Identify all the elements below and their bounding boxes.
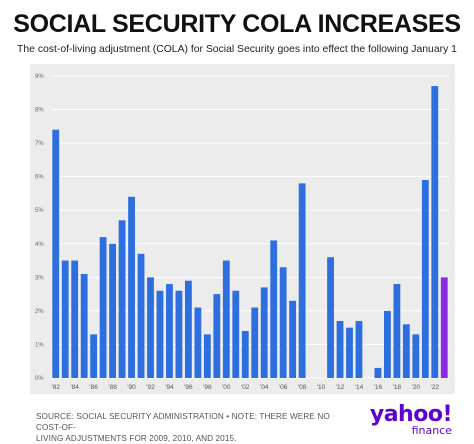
bar-2002	[241, 331, 249, 378]
chart-subtitle: The cost-of-living adjustment (COLA) for…	[17, 44, 457, 55]
bar-1988	[109, 243, 116, 378]
x-tick-label: '14	[355, 384, 364, 391]
bar-1989	[118, 220, 126, 378]
logo-sub: finance	[411, 424, 452, 437]
yahoo-finance-logo: yahoo! finance	[369, 402, 453, 437]
logo-brand: yahoo!	[369, 402, 453, 427]
bar-2006	[279, 267, 287, 378]
x-tick-label: '06	[279, 384, 288, 391]
x-tick-label: '92	[146, 384, 155, 391]
y-tick-label: 4%	[35, 242, 44, 248]
bar-1983	[61, 260, 69, 378]
x-tick-label: '20	[412, 384, 421, 391]
x-tick-label: '22	[431, 384, 440, 391]
bar-1994	[166, 284, 173, 378]
bar-chart: 0% 1% 2% 3% 4% 5% 6% 7% 8% 9% '82 '84 '86 '88 '90 '92 '9…	[35, 74, 449, 391]
source-note: SOURCE: SOCIAL SECURITY ADMINISTRATION •…	[36, 411, 336, 444]
bar-2012	[336, 320, 344, 378]
bar-1999	[213, 294, 221, 378]
y-tick-label: 0%	[35, 376, 44, 382]
bar-1985	[80, 273, 88, 378]
bar-2005	[270, 240, 278, 378]
bar-1986	[90, 334, 98, 378]
bar-2021	[421, 180, 429, 378]
x-tick-label: '00	[222, 384, 231, 391]
bar-1997	[194, 307, 202, 378]
bar-2016	[374, 367, 382, 378]
bar-2018	[393, 284, 401, 378]
bar-2022	[431, 86, 439, 378]
bar-1993	[156, 290, 164, 378]
bar-1996	[184, 280, 192, 378]
bar-1990	[128, 196, 135, 378]
bar-2017	[383, 310, 391, 378]
bar-1998	[203, 334, 211, 378]
bar-2007	[289, 300, 297, 378]
bar-2000	[222, 260, 230, 378]
x-tick-label: '86	[89, 384, 98, 391]
x-tick-label: '02	[241, 384, 250, 391]
x-tick-label: '18	[393, 384, 402, 391]
y-tick-label: 5%	[35, 208, 44, 214]
y-tick-label: 3%	[35, 275, 44, 281]
x-tick-label: '84	[70, 384, 79, 391]
x-tick-label: '90	[127, 384, 136, 391]
bar-1982	[52, 129, 60, 378]
x-tick-label: '94	[165, 384, 174, 391]
source-note-line-1: SOURCE: SOCIAL SECURITY ADMINISTRATION •…	[36, 412, 330, 432]
x-tick-label: '10	[317, 384, 326, 391]
bar-1991	[137, 253, 145, 378]
y-tick-label: 8%	[35, 108, 44, 114]
bar-1995	[175, 290, 183, 378]
y-tick-label: 9%	[35, 74, 44, 80]
bar-2004	[260, 287, 268, 378]
y-tick-label: 6%	[35, 175, 44, 181]
x-tick-label: '98	[203, 384, 212, 391]
x-tick-label: '12	[336, 384, 345, 391]
bar-2014	[355, 320, 363, 378]
x-tick-label: '82	[51, 384, 60, 391]
bar-2019	[402, 324, 410, 378]
x-tick-label: '88	[108, 384, 117, 391]
bar-1992	[147, 277, 154, 378]
bar-2011	[327, 257, 334, 378]
bar-2008	[298, 183, 306, 378]
x-tick-label: '08	[298, 384, 307, 391]
bar-1987	[99, 237, 107, 378]
x-tick-label: '16	[374, 384, 383, 391]
bar-2001	[232, 290, 240, 378]
bar-1984	[71, 260, 79, 378]
bar-2003	[251, 307, 259, 378]
bar-2023	[440, 277, 448, 378]
y-tick-label: 1%	[35, 342, 44, 348]
source-note-line-2: LIVING ADJUSTMENTS FOR 2009, 2010, AND 2…	[36, 434, 237, 443]
x-tick-label: '04	[260, 384, 269, 391]
y-tick-label: 7%	[35, 141, 44, 147]
bar-2020	[412, 334, 420, 378]
chart-title: SOCIAL SECURITY COLA INCREASES	[13, 10, 461, 38]
x-tick-label: '96	[184, 384, 193, 391]
y-tick-label: 2%	[35, 309, 44, 315]
bar-2013	[346, 327, 353, 378]
